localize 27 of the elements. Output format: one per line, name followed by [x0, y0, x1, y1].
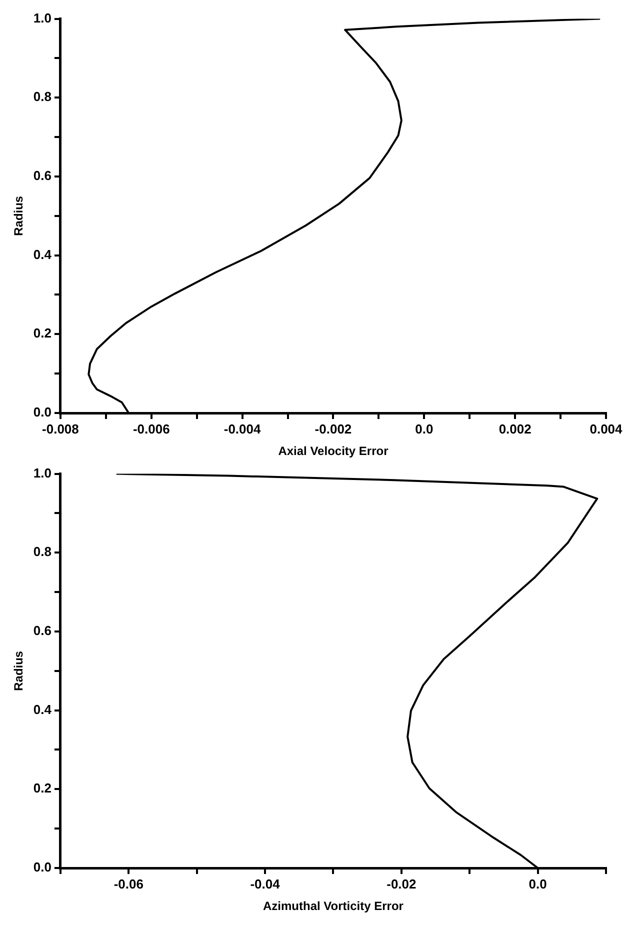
x-tick-label: -0.006: [132, 421, 170, 436]
y-tick-label: 0.2: [33, 780, 52, 796]
x-axis-title: Azimuthal Vorticity Error: [263, 899, 404, 914]
x-tick-label: 0.004: [590, 421, 624, 436]
x-tick-label: -0.004: [224, 421, 262, 436]
y-tick-label: 0.6: [33, 623, 52, 638]
x-tick-label: 0.0: [415, 421, 434, 436]
x-tick-label: 0.0: [528, 876, 547, 892]
y-tick-label: 1.0: [33, 10, 52, 26]
x-tick-label: -0.002: [314, 421, 352, 436]
y-tick-label: 0.8: [33, 544, 52, 560]
y-tick-label: 0.0: [33, 404, 52, 420]
y-tick-label: 1.0: [33, 465, 52, 480]
y-tick-label: 0.4: [33, 702, 52, 717]
y-axis-title: Radius: [12, 650, 26, 691]
y-tick-label: 0.8: [33, 89, 52, 104]
y-tick-label: 0.4: [33, 246, 52, 262]
y-tick-label: 0.0: [33, 860, 52, 875]
y-axis-title: Radius: [12, 196, 26, 236]
x-tick-label: -0.008: [42, 421, 79, 436]
x-tick-label: 0.002: [498, 421, 532, 436]
y-tick-label: 0.6: [33, 168, 52, 184]
x-tick-label: -0.06: [114, 876, 144, 892]
x-tick-label: -0.02: [386, 876, 416, 892]
x-axis-title: Axial Velocity Error: [278, 444, 389, 458]
y-tick-label: 0.2: [33, 326, 52, 341]
x-tick-label: -0.04: [250, 876, 281, 892]
